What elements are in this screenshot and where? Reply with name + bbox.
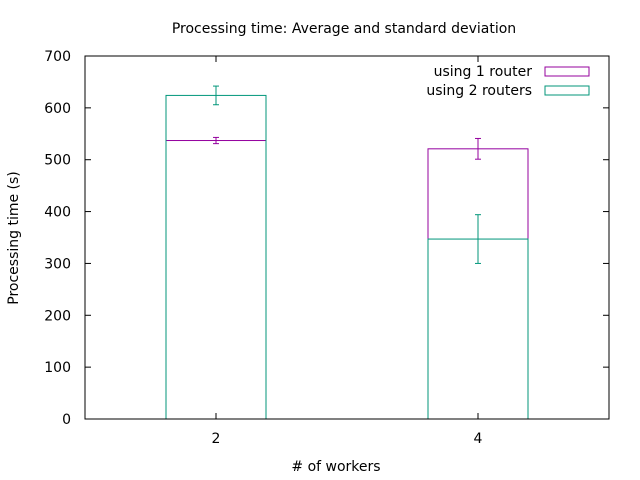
y-tick-label: 700 [44,49,71,65]
y-tick-label: 500 [44,153,71,169]
chart-title: Processing time: Average and standard de… [172,21,516,37]
bars-layer [165,85,529,420]
legend-label: using 2 routers [426,83,532,99]
error-bar-series-2-cat-2 [213,85,219,106]
legend-swatch [544,66,590,77]
plot-border [84,55,610,420]
legend-label: using 1 router [434,64,533,80]
y-tick-label: 400 [44,205,71,221]
y-ticks: 0 100 200 300 400 500 600 700 [44,49,609,428]
x-tick-label: 4 [474,431,483,447]
y-axis-label: Processing time (s) [6,171,22,305]
bar-series-1-cat-2 [165,140,267,420]
y-tick-label: 0 [62,412,71,428]
legend-swatch [544,85,590,96]
x-axis-label: # of workers [291,459,380,475]
legend: using 1 router using 2 routers [426,64,590,99]
y-tick-label: 600 [44,101,71,117]
x-tick-label: 2 [212,431,221,447]
error-bar-series-1-cat-4 [475,137,481,160]
bar-series-2-cat-4 [427,238,529,420]
y-tick-label: 100 [44,360,71,376]
y-tick-label: 300 [44,256,71,272]
bar-series-1-cat-4 [427,148,529,420]
error-bar-series-1-cat-2 [213,136,219,145]
error-bar-series-2-cat-4 [475,214,481,264]
y-tick-label: 200 [44,308,71,324]
